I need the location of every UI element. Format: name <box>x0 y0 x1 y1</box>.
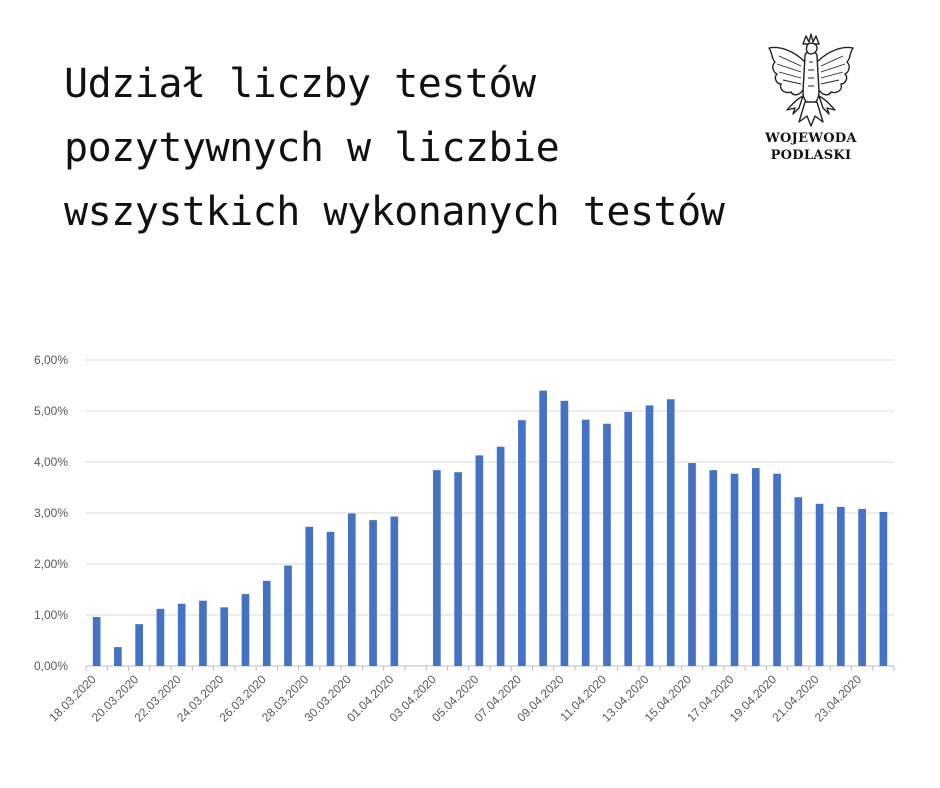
bar <box>475 455 484 666</box>
bar <box>305 526 314 666</box>
bar <box>837 506 845 666</box>
white-eagle-emblem-icon <box>768 33 854 127</box>
bar <box>730 473 739 666</box>
bar-chart: 0,00%1,00%2,00%3,00%4,00%5,00%6,00%18.03… <box>34 353 895 725</box>
bar <box>390 516 399 666</box>
y-tick-label: 6,00% <box>34 353 68 367</box>
bar <box>645 405 654 666</box>
bar <box>603 423 611 666</box>
y-tick-label: 0,00% <box>34 659 68 673</box>
bar <box>709 470 718 666</box>
y-tick-label: 5,00% <box>34 404 68 418</box>
bar <box>177 603 186 666</box>
bar <box>666 399 675 666</box>
bar <box>581 419 590 666</box>
y-tick-label: 3,00% <box>34 506 68 520</box>
bar <box>560 400 569 666</box>
x-tick-label: 23.04.2020 <box>812 672 865 725</box>
org-name-line-2: PODLASKI <box>770 148 852 163</box>
bar <box>92 617 101 666</box>
bar <box>369 520 377 666</box>
bar <box>262 580 271 666</box>
chart-title: Udział liczby testów pozytywnych w liczb… <box>64 52 764 244</box>
bar <box>284 565 292 666</box>
bar <box>454 472 462 666</box>
title-line-1: Udział liczby testów <box>64 61 536 107</box>
bar <box>794 497 803 666</box>
bar <box>518 420 526 666</box>
bar <box>347 513 356 666</box>
org-name-line-1: WOJEWODA <box>765 131 857 146</box>
bar <box>815 503 824 666</box>
bar <box>879 511 888 666</box>
y-tick-label: 2,00% <box>34 557 68 571</box>
bar <box>241 594 250 666</box>
y-tick-label: 1,00% <box>34 608 68 622</box>
bar <box>326 531 335 666</box>
bar <box>773 473 781 666</box>
bar <box>156 608 165 666</box>
bar <box>688 463 696 666</box>
bar <box>114 647 122 666</box>
bar <box>220 607 229 666</box>
bar <box>433 470 441 666</box>
y-tick-label: 4,00% <box>34 455 68 469</box>
bar <box>624 412 633 666</box>
bar <box>858 508 866 666</box>
bar <box>496 446 505 666</box>
bar <box>539 390 547 666</box>
bar <box>199 600 207 666</box>
bar <box>751 468 760 666</box>
title-line-2: pozytywnych w liczbie <box>64 125 560 171</box>
voivode-emblem: WOJEWODA PODLASKI <box>746 32 876 182</box>
bar <box>135 624 143 666</box>
title-line-3: wszystkich wykonanych testów <box>64 189 725 235</box>
